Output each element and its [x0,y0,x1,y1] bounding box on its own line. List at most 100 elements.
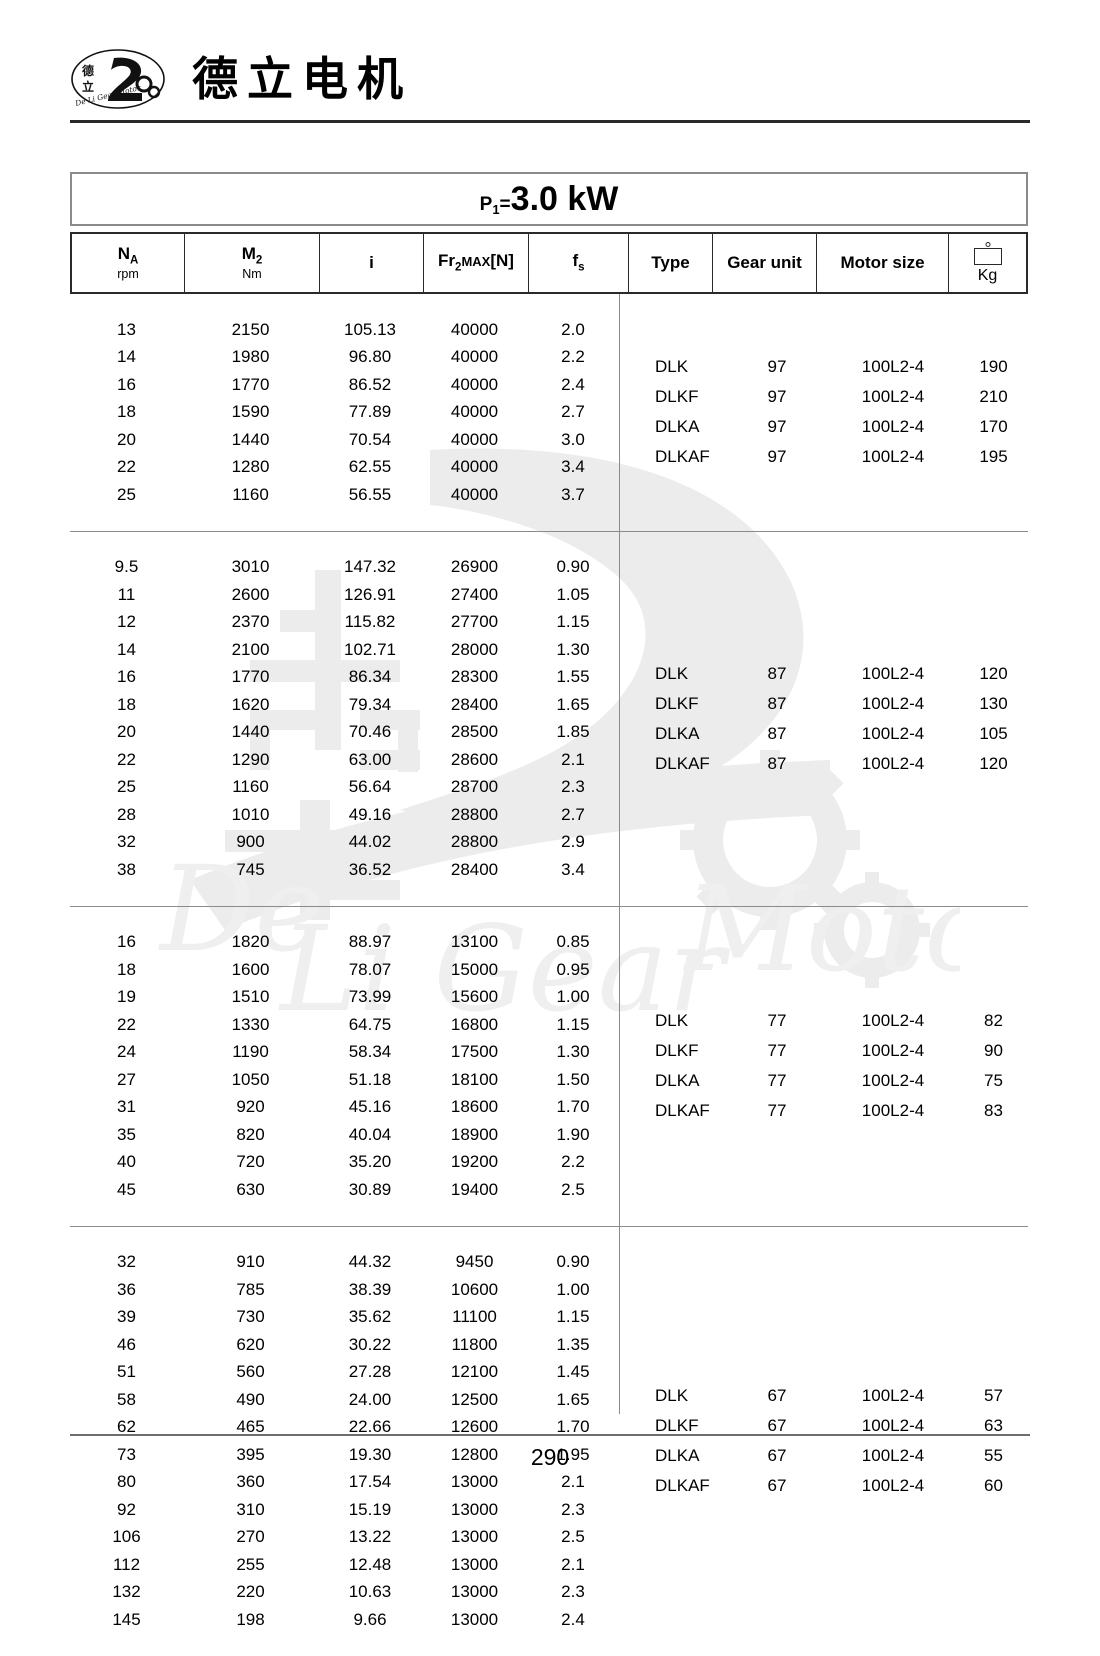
cell-na: 18 [117,402,136,422]
cell-motor-size: 100L2-4 [861,1101,925,1120]
cell-weight: 60 [984,1476,1003,1495]
cell-type: DLKAF [655,753,710,773]
cell-fs: 2.1 [561,1472,585,1492]
cell-m2: 630 [236,1179,265,1199]
cell-i: 30.89 [348,1179,392,1199]
cell-i: 12.48 [348,1554,392,1574]
cell-fs: 1.95 [556,1444,590,1464]
cell-fs: 0.90 [556,1252,590,1272]
cell-i: 10.63 [348,1582,392,1602]
svg-text:德: 德 [82,63,94,78]
table-row: 18 1590 77.89 40000 2.7 [70,399,619,427]
cell-fs: 1.15 [556,1307,590,1327]
table-row: 32 900 44.02 28800 2.9 [70,829,619,857]
model-row: DLKA 87 100L2-4 105 [619,719,1028,749]
na-symbol: N [117,243,130,263]
cell-fr: 13000 [450,1472,499,1492]
na-unit: rpm [117,266,139,281]
cell-m2: 785 [236,1279,265,1299]
model-row: DLK 87 100L2-4 120 [619,659,1028,689]
cell-m2: 1770 [231,374,270,394]
cell-motor-size: 100L2-4 [861,663,925,683]
cell-na: 73 [117,1444,136,1464]
cell-fs: 0.85 [556,932,590,952]
cell-na: 112 [112,1554,141,1574]
m2-unit: Nm [242,266,262,281]
column-header-gear-unit: Gear unit [713,234,817,292]
cell-motor-size: 100L2-4 [861,447,925,467]
cell-fs: 2.1 [561,749,585,769]
cell-fr: 11800 [451,1334,498,1354]
cell-weight: 105 [979,723,1008,743]
column-header-weight: Kg [949,234,1026,292]
cell-m2: 620 [236,1334,265,1354]
cell-m2: 198 [236,1609,265,1629]
cell-fs: 1.85 [556,722,590,742]
cell-type: DLKAF [655,1101,710,1120]
fr-prefix: Fr [438,251,456,271]
ratio-label: i [369,252,374,272]
cell-na: 14 [117,347,136,367]
column-header-type: Type [629,234,713,292]
power-equals: = [499,193,511,215]
cell-i: 35.62 [348,1307,392,1327]
power-subscript: 1 [492,202,500,218]
cell-na: 24 [117,1042,136,1062]
cell-weight: 63 [984,1416,1003,1435]
rating-rows: 13 2150 105.13 40000 2.0 14 1980 96.80 40000 2.2 1… [70,294,619,531]
cell-na: 35 [117,1124,136,1144]
cell-m2: 1440 [231,429,270,449]
cell-fs: 1.00 [556,987,590,1007]
cell-i: 64.75 [348,1014,392,1034]
cell-na: 22 [117,1014,136,1034]
oval-brand-badge-icon: 德 立 De Li Gear Motor [70,48,166,110]
cell-na: 46 [117,1334,136,1354]
cell-fs: 2.4 [561,1609,585,1629]
cell-gear-unit: 97 [767,387,787,407]
cell-m2: 1160 [232,484,269,504]
cell-weight: 210 [979,387,1008,407]
cell-na: 62 [117,1417,136,1437]
cell-fr: 40000 [450,374,499,394]
table-row: 14 1980 96.80 40000 2.2 [70,344,619,372]
cell-gear-unit: 97 [767,417,787,437]
cell-motor-size: 100L2-4 [861,1071,925,1090]
cell-fs: 1.90 [556,1124,590,1144]
cell-na: 25 [117,484,136,504]
column-header-radial-load: Fr2MAX[N] [424,234,529,292]
cell-type: DLKF [655,693,699,713]
cell-fs: 2.5 [561,1179,585,1199]
brand-name-cn: 德立电机 [192,52,412,106]
table-row: 32 910 44.32 9450 0.90 [70,1249,619,1277]
cell-fs: 1.00 [556,1279,590,1299]
table-row: 92 310 15.19 13000 2.3 [70,1496,619,1524]
cell-fs: 2.3 [561,1499,585,1519]
cell-fs: 1.35 [556,1334,590,1354]
cell-weight: 90 [984,1041,1003,1060]
cell-weight: 75 [984,1071,1003,1090]
cell-fr: 40000 [450,319,499,339]
cell-i: 9.66 [353,1609,387,1629]
cell-i: 78.07 [348,959,392,979]
cell-fr: 9450 [455,1252,494,1272]
cell-fr: 17500 [450,1042,499,1062]
model-row: DLKF 97 100L2-4 210 [619,382,1028,412]
cell-motor-size: 100L2-4 [861,1386,925,1405]
cell-na: 16 [117,374,136,394]
data-block: 9.5 3010 147.32 26900 0.90 11 2600 126.91 27400 1… [70,532,1028,907]
data-block: 13 2150 105.13 40000 2.0 14 1980 96.80 40000 2.2 1… [70,294,1028,532]
cell-weight: 170 [979,417,1008,437]
cell-na: 39 [117,1307,136,1327]
rating-rows: 16 1820 88.97 13100 0.85 18 1600 78.07 15000 0.95… [70,907,619,1226]
section-vertical-divider [619,294,620,1414]
cell-m2: 1290 [231,749,270,769]
cell-gear-unit: 77 [767,1101,787,1120]
model-row: DLK 97 100L2-4 190 [619,352,1028,382]
cell-i: 63.00 [348,749,392,769]
cell-type: DLKF [655,1416,699,1435]
cell-weight: 120 [979,753,1008,773]
model-rows: DLK 67 100L2-4 57 DLKF 67 100L2-4 63 DLKA 67 100L2… [619,1227,1028,1656]
model-row: DLKA 77 100L2-4 75 [619,1066,1028,1096]
m2-subscript: 2 [255,254,263,267]
cell-m2: 1510 [231,987,270,1007]
